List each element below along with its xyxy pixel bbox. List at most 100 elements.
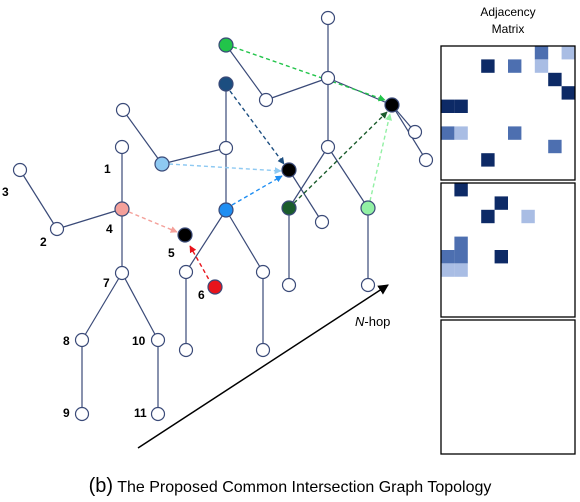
edge (121, 272, 159, 341)
graph3-node (314, 214, 330, 230)
label-node-5: 5 (168, 246, 175, 260)
matrix-cell (481, 59, 495, 73)
edge (225, 209, 264, 273)
arrow-blue (231, 175, 283, 206)
matrix-cell (561, 46, 575, 60)
graph2-node-lightblue (154, 156, 170, 172)
matrix-cell (494, 250, 508, 264)
matrix-cell (534, 59, 549, 73)
node-4 (114, 201, 130, 217)
graph3-node (281, 277, 297, 293)
arrow-green (232, 46, 386, 102)
matrix-cell (481, 153, 495, 167)
node-3 (12, 162, 28, 178)
node-6 (207, 279, 223, 295)
arrow-red (189, 245, 213, 286)
graph3-node (360, 277, 376, 293)
edge (327, 146, 369, 209)
matrix-middle (440, 182, 576, 318)
node-5 (177, 227, 193, 243)
label-node-11: 11 (134, 406, 147, 420)
graph3-node-darkgreen (281, 200, 297, 216)
graph2-node (218, 140, 234, 156)
n-hop-n: N (355, 314, 365, 329)
edge (161, 147, 227, 165)
matrix-bottom (440, 319, 576, 455)
matrix-cell (454, 126, 468, 140)
label-node-1: 1 (104, 162, 111, 176)
graph2-node (115, 102, 131, 118)
edge (122, 109, 163, 165)
matrix-cell (494, 196, 508, 210)
graph3-node-black (384, 97, 400, 113)
caption-text: The Proposed Common Intersection Graph T… (113, 479, 491, 496)
matrix-cell (454, 236, 468, 250)
n-hop-suffix: -hop (364, 314, 390, 329)
figure-caption: (b) The Proposed Common Intersection Gra… (89, 475, 492, 497)
matrix-title-line1: Adjacency (480, 5, 535, 19)
graph3-node (407, 124, 423, 140)
node-7 (114, 265, 130, 281)
matrix-cell (548, 72, 562, 87)
matrix-cell (454, 263, 468, 277)
arrow-lightgreen (369, 113, 392, 202)
matrix-cell (508, 126, 522, 140)
n-hop-label: N-hop (355, 314, 390, 329)
label-node-4: 4 (106, 222, 113, 236)
matrix-frame (440, 182, 576, 318)
message-arrows (128, 46, 392, 286)
edge (225, 44, 267, 101)
node-8 (74, 332, 90, 348)
node-1 (114, 139, 130, 155)
matrix-title-line2: Matrix (492, 22, 525, 36)
graph-nodes (12, 10, 434, 422)
matrix-cell (441, 99, 455, 113)
matrix-frame (440, 319, 576, 455)
graph3-node (320, 10, 336, 26)
node-9 (74, 406, 90, 422)
label-node-8: 8 (63, 334, 70, 348)
matrix-cell (454, 99, 468, 113)
node-labels: 1 2 3 4 5 6 7 8 9 10 11 (2, 162, 205, 420)
arrow-navy (229, 90, 285, 165)
label-node-6: 6 (198, 288, 205, 302)
label-node-7: 7 (103, 276, 110, 290)
matrix-cell (441, 126, 455, 140)
edge (56, 208, 123, 230)
matrix-cell (548, 139, 562, 154)
label-node-10: 10 (132, 334, 146, 348)
graph3-node-green (218, 37, 234, 53)
matrix-cell (454, 183, 468, 197)
graph3-node (320, 70, 336, 86)
edge (185, 209, 227, 273)
graph2-node (178, 264, 194, 280)
graph3-node (320, 139, 336, 155)
graph2-node (255, 342, 271, 358)
node-11 (150, 406, 166, 422)
node-2 (49, 221, 65, 237)
edge (265, 77, 329, 101)
edge (19, 169, 58, 230)
graph2-node-black (281, 162, 297, 178)
matrix-cell (508, 59, 522, 73)
edge (288, 169, 323, 223)
matrix-cell (454, 250, 468, 264)
caption-prefix: (b) (89, 475, 113, 497)
graph1-edges (19, 147, 159, 414)
label-node-2: 2 (40, 235, 47, 249)
arrow-darkgreen (293, 111, 388, 204)
edge (81, 272, 123, 341)
graph3-node (418, 152, 434, 168)
node-10 (150, 332, 166, 348)
matrix-cell (481, 209, 495, 224)
matrix-top (440, 45, 576, 181)
edge (288, 146, 329, 209)
graph2-edges (122, 84, 264, 350)
n-hop-arrow (137, 284, 389, 449)
graph3-node-lightgreen (360, 200, 376, 216)
graph3-node (258, 92, 274, 108)
matrix-cell (441, 250, 455, 264)
matrix-cell (441, 263, 455, 277)
graph2-node (178, 342, 194, 358)
